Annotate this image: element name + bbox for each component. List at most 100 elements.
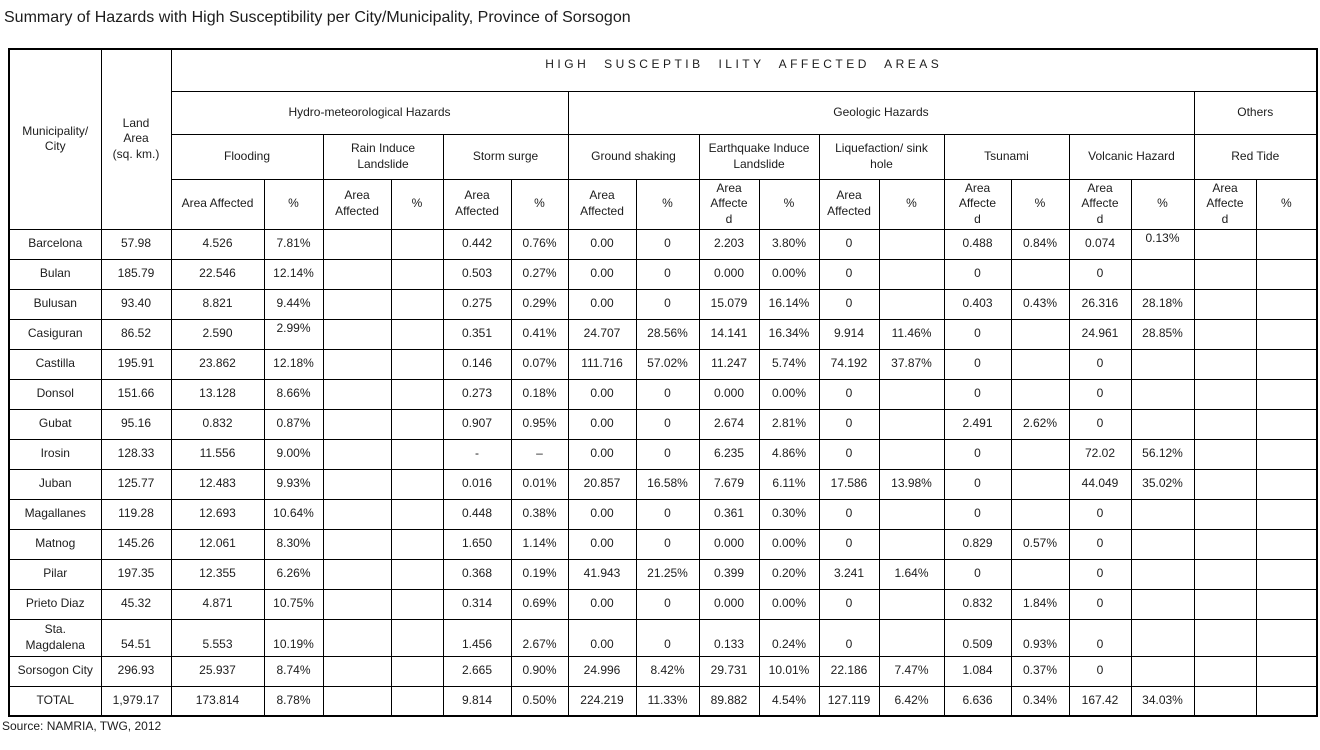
cell-volcanic-pct: 56.12% [1130,438,1195,470]
cell-flooding-pct: 10.75% [263,588,324,620]
land-area-cell: 119.28 [100,498,172,530]
table-row: Pilar 197.35 12.355 6.26% 0.368 0.19% 41.943 21… [8,558,1318,590]
cell-rain-landslide-pct [390,258,444,290]
cell-rain-landslide-area [322,258,392,290]
cell-ground-shaking-area: 0.00 [567,498,637,530]
cell-volcanic-area: 0 [1068,378,1132,410]
cell-red-tide-pct [1255,258,1318,290]
cell-liquefaction-area: 0 [818,258,880,290]
cell-liquefaction-area: 127.119 [818,685,880,717]
land-area-cell: 1,979.17 [100,685,172,717]
land-area-cell: 145.26 [100,528,172,560]
table-row: Casiguran 86.52 2.590 2.99% 0.351 0.41% 24.707… [8,318,1318,350]
cell-flooding-pct: 0.87% [263,408,324,440]
cell-red-tide-pct [1255,655,1318,687]
land-area-cell: 195.91 [100,348,172,380]
cell-rain-landslide-area [322,528,392,560]
cell-tsunami-area: 0 [943,438,1012,470]
cell-volcanic-area: 0 [1068,588,1132,620]
cell-red-tide-area [1193,468,1257,500]
cell-storm-surge-pct: 0.18% [510,378,569,410]
land-area-cell: 197.35 [100,558,172,590]
cell-red-tide-area [1193,685,1257,717]
cell-red-tide-pct [1255,685,1318,717]
cell-volcanic-pct [1130,588,1195,620]
land-area-cell: 93.40 [100,288,172,320]
cell-eq-landslide-area: 11.247 [698,348,760,380]
cell-tsunami-pct: 0.84% [1010,228,1070,260]
cell-rain-landslide-area [322,288,392,320]
cell-storm-surge-pct: 0.69% [510,588,569,620]
cell-tsunami-area: 0 [943,498,1012,530]
land-area-cell: 151.66 [100,378,172,410]
cell-storm-surge-pct: 0.01% [510,468,569,500]
municipality-cell: Sorsogon City [8,655,102,687]
cell-eq-landslide-area: 0.000 [698,588,760,620]
cell-ground-shaking-pct: 0 [635,588,700,620]
cell-red-tide-pct [1255,528,1318,560]
hazard-header-volcanic: Volcanic Hazard [1068,133,1195,180]
cell-eq-landslide-area: 29.731 [698,655,760,687]
cell-ground-shaking-pct: 0 [635,288,700,320]
cell-tsunami-pct [1010,318,1070,350]
cell-volcanic-pct: 34.03% [1130,685,1195,717]
cell-eq-landslide-pct: 0.00% [758,588,820,620]
hazard-header-flooding: Flooding [170,133,324,180]
cell-red-tide-area [1193,498,1257,530]
cell-liquefaction-area: 0 [818,408,880,440]
municipality-cell: Magallanes [8,498,102,530]
cell-liquefaction-pct: 13.98% [878,468,945,500]
group-header-geologic: Geologic Hazards [567,90,1195,135]
cell-rain-landslide-pct [390,588,444,620]
hazard-summary-table: Municipality/ City Land Area (sq. km.) H… [8,48,1319,717]
cell-tsunami-area: 6.636 [943,685,1012,717]
cell-rain-landslide-area [322,408,392,440]
subheader-rain-landslide-pct: % [390,178,444,230]
cell-liquefaction-pct: 11.46% [878,318,945,350]
cell-ground-shaking-pct: 0 [635,228,700,260]
cell-volcanic-area: 167.42 [1068,685,1132,717]
cell-rain-landslide-pct [390,528,444,560]
cell-eq-landslide-area: 6.235 [698,438,760,470]
cell-volcanic-pct [1130,558,1195,590]
subheader-red-tide-area: Area Affecte d [1193,178,1257,230]
cell-eq-landslide-pct: 0.20% [758,558,820,590]
municipality-cell: Prieto Diaz [8,588,102,620]
cell-rain-landslide-area [322,588,392,620]
cell-volcanic-pct [1130,258,1195,290]
cell-rain-landslide-area [322,348,392,380]
table-row: TOTAL 1,979.17 173.814 8.78% 9.814 0.50% 224.2… [8,685,1318,717]
cell-red-tide-pct [1255,438,1318,470]
page-title: Summary of Hazards with High Susceptibil… [4,9,631,26]
cell-eq-landslide-pct: 0.00% [758,378,820,410]
cell-ground-shaking-area: 111.716 [567,348,637,380]
table-row: Sta. Magdalena 54.51 5.553 10.19% 1.456 2.67%… [8,618,1318,657]
cell-volcanic-pct [1130,655,1195,687]
cell-flooding-pct: 12.18% [263,348,324,380]
cell-storm-surge-area: 0.503 [442,258,512,290]
cell-eq-landslide-pct: 4.54% [758,685,820,717]
cell-ground-shaking-area: 0.00 [567,408,637,440]
cell-red-tide-pct [1255,378,1318,410]
cell-rain-landslide-pct [390,655,444,687]
table-row: Barcelona 57.98 4.526 7.81% 0.442 0.76% 0.00 0 2… [8,228,1318,260]
cell-red-tide-area [1193,318,1257,350]
group-header-hydro-meteorological: Hydro-meteorological Hazards [170,90,569,135]
subheader-liquefaction-area: Area Affected [818,178,880,230]
cell-tsunami-area: 0 [943,378,1012,410]
cell-volcanic-area: 0.074 [1068,228,1132,260]
cell-ground-shaking-area: 0.00 [567,288,637,320]
cell-flooding-pct: 10.64% [263,498,324,530]
subheader-rain-landslide-area: Area Affected [322,178,392,230]
table-row: Bulan 185.79 22.546 12.14% 0.503 0.27% 0.00 0 0.… [8,258,1318,290]
cell-tsunami-pct [1010,498,1070,530]
cell-storm-surge-area: 0.351 [442,318,512,350]
cell-red-tide-area [1193,348,1257,380]
cell-storm-surge-pct: 0.41% [510,318,569,350]
cell-flooding-pct: 2.99% [263,318,324,350]
cell-liquefaction-area: 0 [818,438,880,470]
subheader-red-tide-pct: % [1255,178,1318,230]
municipality-cell: Irosin [8,438,102,470]
cell-tsunami-pct: 0.34% [1010,685,1070,717]
cell-eq-landslide-pct: 0.00% [758,258,820,290]
